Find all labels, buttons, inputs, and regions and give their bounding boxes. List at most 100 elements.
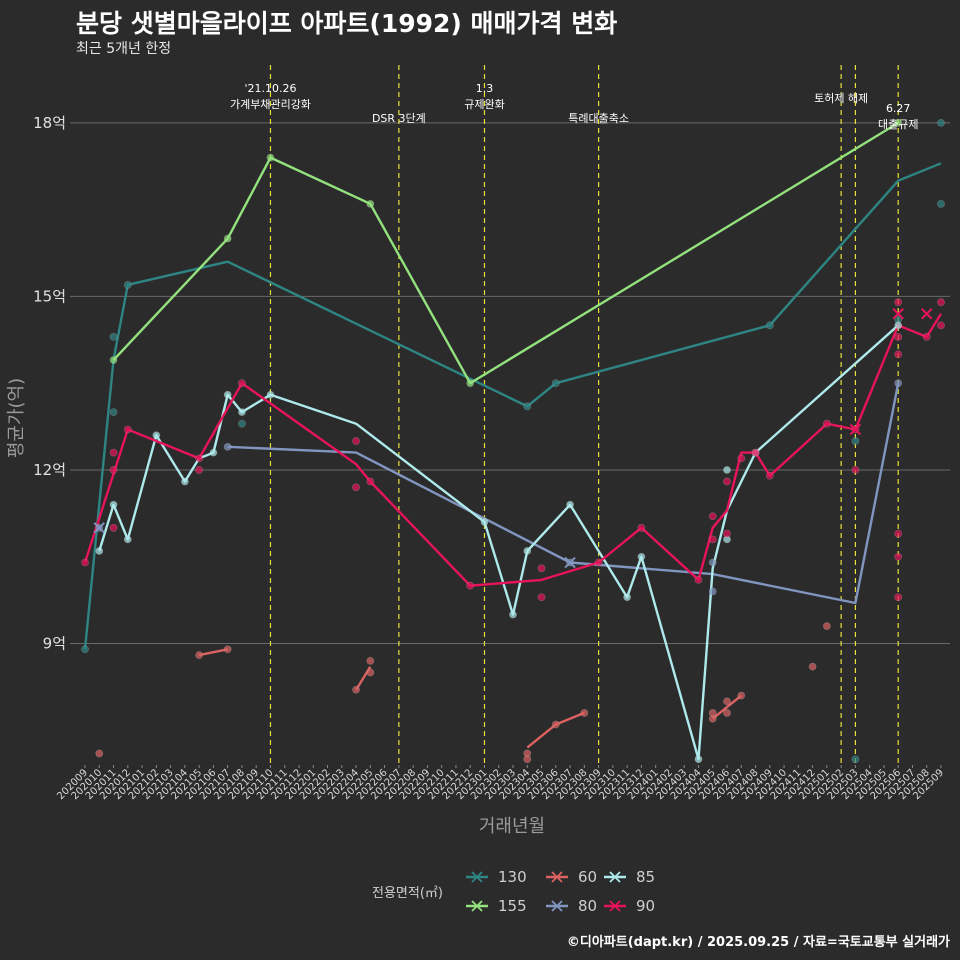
data-point-130 [551, 379, 560, 388]
footer-credit: ©디아파트(dapt.kr) / 2025.09.25 / 자료=국토교통부 실… [566, 935, 950, 950]
data-point-90 [537, 593, 546, 602]
data-point-90 [765, 471, 774, 480]
data-point-90 [637, 523, 646, 532]
data-point-90 [694, 575, 703, 584]
series-line-60 [711, 694, 743, 720]
data-point-90 [723, 477, 731, 486]
data-point-90 [81, 558, 89, 567]
x-marker-90 [892, 308, 904, 320]
data-point-80 [894, 379, 903, 388]
data-point-60 [95, 749, 104, 758]
legend-marker-85 [609, 871, 621, 883]
y-tick-label: 9억 [43, 635, 66, 653]
data-point-60 [708, 709, 717, 717]
data-point-60 [822, 622, 831, 631]
data-point-60 [523, 755, 532, 764]
data-point-155 [109, 356, 118, 364]
data-point-130 [81, 645, 89, 654]
series-line-80 [227, 382, 900, 605]
data-point-90 [737, 454, 746, 463]
data-point-155 [223, 234, 232, 243]
data-point-90 [894, 350, 903, 359]
data-point-85 [180, 477, 189, 486]
x-marker-80 [564, 556, 576, 569]
legend-label-90: 90 [636, 897, 655, 915]
data-point-130 [851, 755, 860, 764]
x-axis-title: 거래년월 [479, 816, 545, 837]
data-point-90 [109, 466, 118, 474]
data-point-90 [594, 558, 603, 567]
data-point-85 [209, 448, 218, 457]
data-point-90 [195, 454, 204, 463]
event-lines [269, 65, 899, 765]
legend-title: 전용면적(㎡) [372, 886, 443, 901]
data-point-90 [537, 564, 546, 573]
data-point-90 [894, 552, 903, 561]
data-point-85 [694, 755, 703, 764]
x-marker-90 [921, 308, 933, 320]
data-point-80 [708, 587, 717, 596]
data-point-90 [894, 529, 903, 538]
data-point-60 [723, 709, 731, 717]
chart-title: 분당 샛별마을라이프 아파트(1992) 매매가격 변화 [76, 9, 618, 38]
data-point-130 [937, 199, 945, 208]
data-point-90 [937, 321, 945, 330]
data-point-85 [480, 518, 489, 526]
legend-label-80: 80 [578, 897, 597, 915]
data-point-85 [623, 593, 632, 602]
data-point-85 [123, 535, 132, 544]
data-point-130 [523, 402, 532, 411]
legend-marker-60 [551, 871, 563, 883]
data-point-90 [466, 581, 475, 590]
legend-label-130: 130 [498, 868, 527, 886]
series-line-155 [112, 121, 899, 385]
y-tick-label: 12억 [33, 461, 66, 479]
event-label: 토허제 해제 [814, 91, 868, 105]
data-point-130 [109, 333, 118, 341]
event-label: '21.10.26 [244, 82, 296, 95]
data-point-90 [751, 448, 760, 457]
data-point-90 [109, 523, 118, 532]
data-point-90 [894, 333, 903, 341]
data-point-85 [723, 466, 731, 474]
data-point-155 [894, 118, 903, 127]
data-point-60 [551, 720, 560, 729]
legend-label-155: 155 [498, 897, 527, 915]
data-point-85 [637, 552, 646, 561]
series-line-60 [526, 711, 585, 749]
data-point-60 [808, 662, 817, 671]
event-label: 규제완화 [464, 98, 504, 111]
data-point-60 [737, 691, 746, 700]
data-point-60 [580, 709, 589, 717]
series-line-85 [98, 324, 899, 761]
data-point-130 [238, 419, 246, 428]
legend-label-85: 85 [636, 868, 655, 886]
data-point-130 [937, 118, 945, 127]
data-point-90 [937, 298, 945, 307]
grid-layer [70, 122, 950, 645]
series-line-130 [83, 162, 942, 650]
data-point-155 [466, 379, 475, 388]
event-label: 6.27 [886, 102, 911, 115]
data-point-85 [509, 610, 517, 619]
data-point-85 [566, 500, 574, 509]
x-marker-90 [849, 423, 862, 436]
data-point-60 [366, 668, 375, 677]
data-point-90 [894, 298, 903, 307]
data-point-90 [723, 529, 731, 538]
legend-marker-80 [551, 900, 563, 912]
event-label: 대출규제 [878, 118, 918, 131]
event-label: 1.3 [476, 82, 494, 95]
event-label: 가계부채관리강화 [230, 98, 311, 111]
data-point-155 [266, 153, 275, 162]
y-axis-title: 평균가(억) [6, 378, 27, 458]
legend: 전용면적(㎡) 130 155 60 80 85 90 [372, 868, 655, 915]
y-tick-label: 18억 [33, 114, 66, 132]
data-point-90 [195, 466, 204, 474]
data-point-90 [922, 333, 931, 341]
data-point-60 [195, 651, 204, 659]
series-line-60 [198, 648, 228, 657]
data-point-85 [95, 547, 104, 555]
data-point-80 [223, 442, 232, 451]
data-point-90 [123, 425, 132, 434]
